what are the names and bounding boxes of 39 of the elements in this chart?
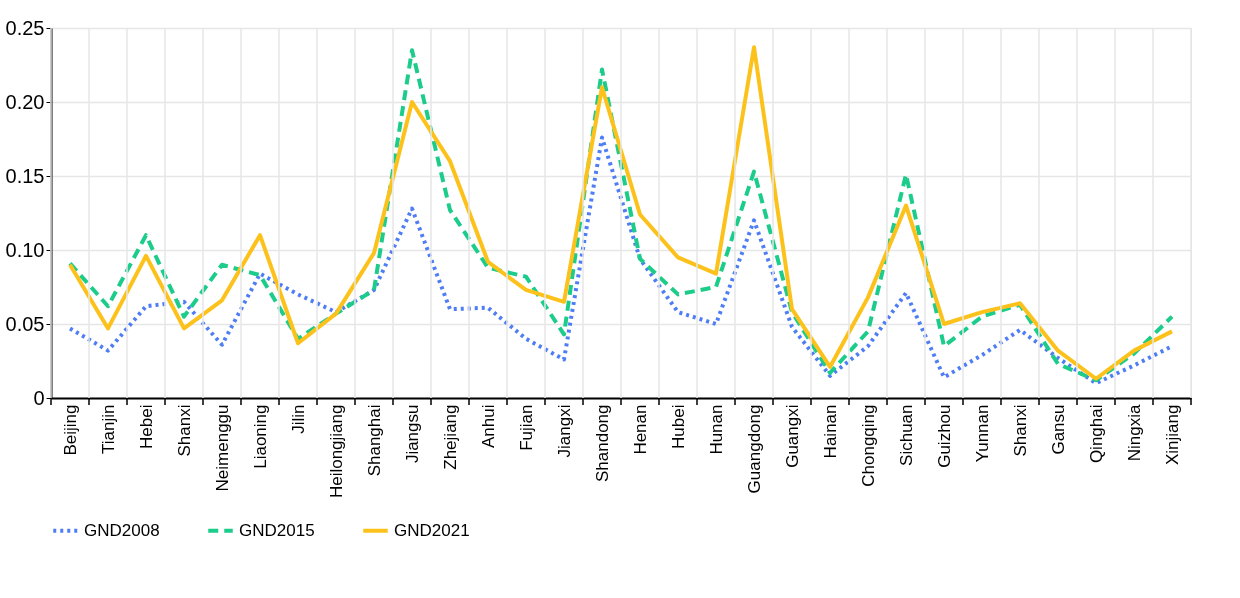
x-tick-label: Qinghai — [1086, 404, 1106, 464]
x-tick-label: Hebei — [136, 404, 156, 449]
x-tick-label: Gansu — [1048, 404, 1068, 455]
x-tick-label: Fujian — [516, 404, 536, 451]
x-tick-label: Ningxia — [1124, 403, 1144, 462]
x-tick-label: Chongqing — [858, 404, 878, 487]
x-tick-label: Jilin — [288, 404, 308, 434]
x-tick-label: Shanxi — [174, 404, 194, 457]
x-tick-label: Heilongjiang — [326, 404, 346, 499]
legend-label: GND2015 — [239, 520, 315, 540]
x-tick-label: Xinjiang — [1162, 404, 1182, 465]
x-tick-label: Hunan — [706, 404, 726, 455]
x-tick-label: Anhui — [478, 404, 498, 448]
x-tick-label: Guangdong — [744, 404, 764, 494]
x-tick-label: Shanghai — [364, 404, 384, 477]
x-tick-label: Guangxi — [782, 404, 802, 468]
x-tick-label: Jiangxi — [554, 404, 574, 458]
y-tick-label: 0.25 — [5, 16, 45, 39]
y-tick-label: 0 — [33, 386, 45, 409]
y-tick-label: 0.05 — [5, 312, 45, 335]
x-tick-label: Sichuan — [896, 404, 916, 466]
x-tick-label: Henan — [630, 404, 650, 455]
legend-label: GND2008 — [84, 520, 160, 540]
x-tick-label: Liaoning — [250, 404, 270, 469]
x-tick-label: Shandong — [592, 404, 612, 483]
x-tick-label: Tianjin — [98, 404, 118, 454]
x-tick-label: Yunnan — [972, 404, 992, 463]
x-tick-label: Beijing — [60, 404, 80, 456]
x-tick-label: Hainan — [820, 404, 840, 459]
x-tick-label: Guizhou — [934, 404, 954, 468]
x-tick-label: Zhejiang — [440, 404, 460, 470]
y-tick-label: 0.10 — [5, 238, 45, 261]
x-tick-label: Jiangsu — [402, 404, 422, 464]
legend-label: GND2021 — [394, 520, 470, 540]
x-tick-label: Shanxi — [1010, 404, 1030, 457]
x-tick-label: Neimenggu — [212, 404, 232, 492]
y-tick-label: 0.15 — [5, 164, 45, 187]
y-tick-label: 0.20 — [5, 90, 45, 113]
x-tick-label: Hubei — [668, 404, 688, 449]
